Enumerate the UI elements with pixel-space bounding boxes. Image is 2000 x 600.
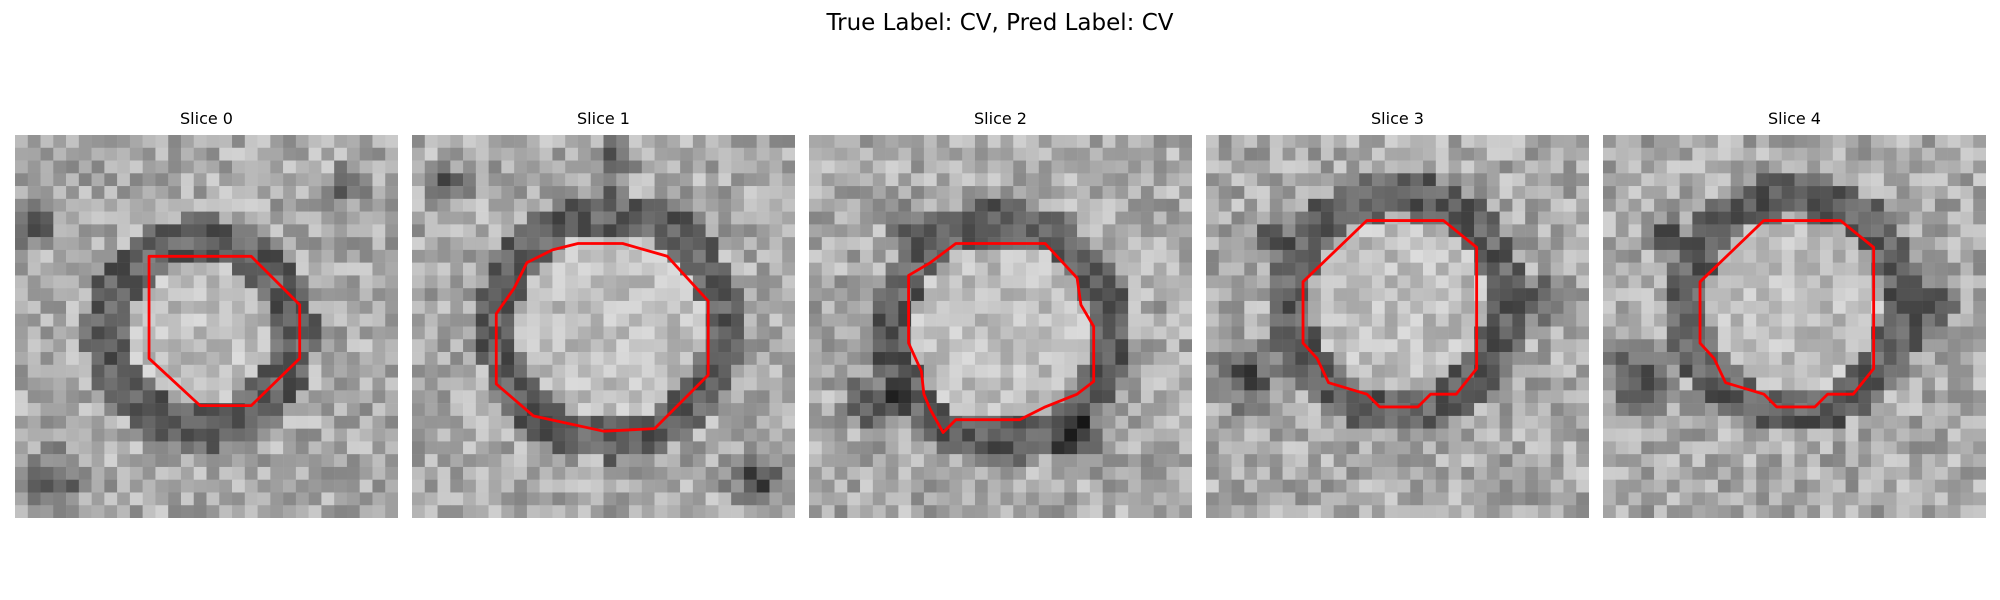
vesicle-contour xyxy=(907,242,1096,434)
slice-image-3 xyxy=(1206,135,1589,518)
slice-image-1 xyxy=(412,135,795,518)
vesicle-contour xyxy=(494,242,710,433)
slice-panel-4: Slice 4 xyxy=(1603,108,1986,518)
vesicle-contour xyxy=(147,254,302,408)
figure-title: True Label: CV, Pred Label: CV xyxy=(826,10,1174,36)
vesicle-contour xyxy=(1698,219,1876,409)
slice-title-4: Slice 4 xyxy=(1768,109,1821,128)
slice-panel-1: Slice 1 xyxy=(412,108,795,518)
slice-title-0: Slice 0 xyxy=(180,109,233,128)
slice-panel-3: Slice 3 xyxy=(1206,108,1589,518)
slice-title-3: Slice 3 xyxy=(1371,109,1424,128)
slice-panel-0: Slice 0 xyxy=(15,108,398,518)
slice-panel-2: Slice 2 xyxy=(809,108,1192,518)
slice-title-1: Slice 1 xyxy=(577,109,630,128)
slice-image-0 xyxy=(15,135,398,518)
vesicle-contour xyxy=(1301,219,1479,409)
slice-image-4 xyxy=(1603,135,1986,518)
slice-image-2 xyxy=(809,135,1192,518)
slice-title-2: Slice 2 xyxy=(974,109,1027,128)
